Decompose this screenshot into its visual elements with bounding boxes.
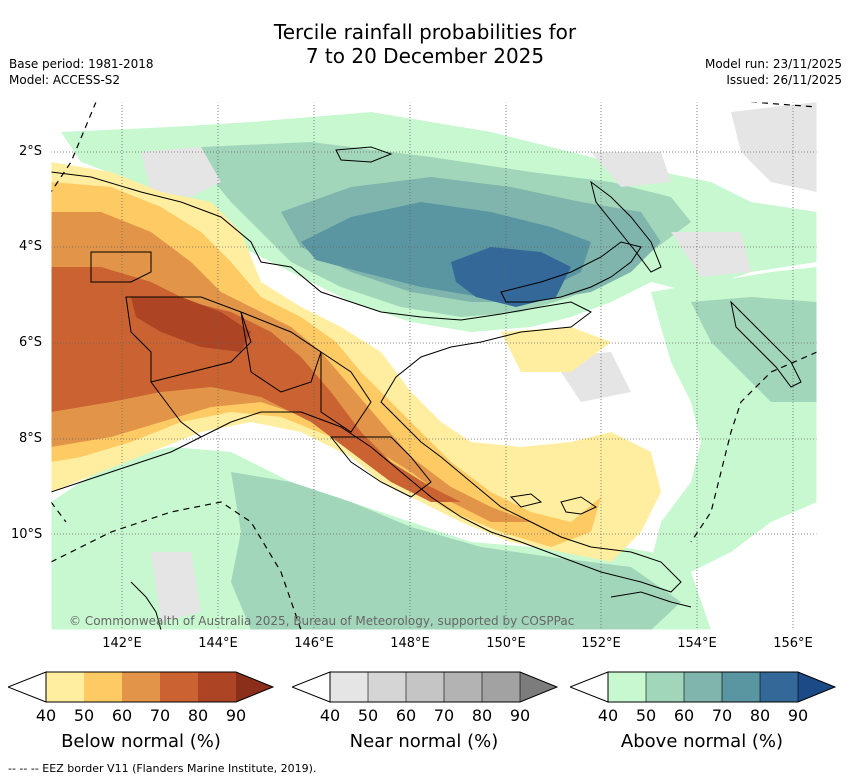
issued-date: Issued: 26/11/2025 (726, 73, 842, 87)
model-run: Model run: 23/11/2025 (704, 57, 842, 71)
below-tick-80: 80 (187, 706, 209, 725)
colorbar-below-arrow-low (8, 671, 47, 703)
lon-label-152e: 152°E (581, 636, 621, 651)
colorbar-near-normal (292, 671, 558, 703)
base-period: Base period: 1981-2018 (9, 57, 154, 71)
colorbar-above-swatch-3 (684, 672, 722, 702)
colorbar-above-arrow-low (570, 671, 609, 703)
below-tick-70: 70 (149, 706, 171, 725)
coastlines (51, 146, 802, 630)
eez-northeast (750, 102, 817, 108)
colorbar-near-swatch-1 (330, 672, 368, 702)
new-ireland-coast (590, 180, 662, 273)
bougainville-coast (730, 300, 802, 388)
colorbar-near-swatch-4 (444, 672, 482, 702)
above-tick-80: 80 (749, 706, 771, 725)
eez-southwest (51, 501, 302, 630)
below-tick-50: 50 (73, 706, 95, 725)
map-title-line1: Tercile rainfall probabilities for (273, 20, 577, 44)
near-tick-70: 70 (433, 706, 455, 725)
lon-label-148e: 148°E (390, 636, 430, 651)
probability-map: © Commonwealth of Australia 2025, Bureau… (51, 102, 817, 630)
colorbar-near-arrow-high (520, 672, 557, 702)
lat-label-8s: 8°S (19, 431, 43, 446)
colorbar-near-swatch-5 (482, 672, 520, 702)
eez-footer-note: -- -- -- EEZ border V11 (Flanders Marine… (8, 762, 317, 775)
above-tick-70: 70 (711, 706, 733, 725)
lat-label-10s: 10°S (11, 527, 43, 542)
near-40-east2 (671, 232, 751, 277)
near-tick-40: 40 (319, 706, 341, 725)
above-tick-90: 90 (787, 706, 809, 725)
below-80 (131, 297, 251, 352)
near-tick-50: 50 (357, 706, 379, 725)
colorbar-above-swatch-4 (722, 672, 760, 702)
near-40-ne (731, 102, 817, 192)
above-tick-40: 40 (597, 706, 619, 725)
above-50-south (231, 472, 681, 630)
below-tick-90: 90 (225, 706, 247, 725)
colorbar-below-swatch-1 (46, 672, 84, 702)
new-britain-coast (500, 241, 642, 303)
near-tick-90: 90 (509, 706, 531, 725)
colorbar-below-swatch-4 (160, 672, 198, 702)
colorbar-below-swatch-2 (84, 672, 122, 702)
above-80 (451, 247, 571, 307)
eez-west (51, 102, 97, 193)
province-borders (90, 251, 432, 498)
near-40-nw (141, 147, 221, 197)
below-tick-60: 60 (111, 706, 133, 725)
colorbar-above-arrow-high (798, 672, 835, 702)
colorbar-below-swatch-5 (198, 672, 236, 702)
eez-borders (51, 102, 817, 630)
colorbar-near-swatch-2 (368, 672, 406, 702)
cape-york-coast (130, 581, 162, 630)
lon-label-156e: 156°E (773, 636, 813, 651)
model-name: Model: ACCESS-S2 (9, 73, 121, 87)
lat-label-4s: 4°S (19, 239, 43, 254)
lon-label-146e: 146°E (294, 636, 334, 651)
above-normal-label: Above normal (%) (620, 731, 784, 752)
above-tick-50: 50 (635, 706, 657, 725)
colorbar-below-arrow-high (236, 672, 273, 702)
png-mainland-coast (51, 171, 682, 593)
attribution: © Commonwealth of Australia 2025, Bureau… (69, 614, 574, 628)
manus-coast (335, 146, 393, 163)
colorbar-below-normal (8, 671, 274, 703)
colorbar-near-swatch-3 (406, 672, 444, 702)
colorbar-near-arrow-low (292, 671, 331, 703)
lat-label-6s: 6°S (19, 335, 43, 350)
above-50-east (691, 297, 817, 402)
colorbar-above-swatch-2 (646, 672, 684, 702)
louisiade-coast (610, 591, 692, 608)
eez-east (690, 351, 817, 543)
below-40-east (501, 327, 611, 372)
lon-label-150e: 150°E (486, 636, 526, 651)
lon-label-154e: 154°E (677, 636, 717, 651)
above-tick-60: 60 (673, 706, 695, 725)
lon-label-142e: 142°E (102, 636, 142, 651)
colorbar-above-swatch-5 (760, 672, 798, 702)
map-title-line2: 7 to 20 December 2025 (305, 44, 545, 68)
trobriand-coast (509, 493, 543, 508)
near-tick-80: 80 (471, 706, 493, 725)
dentrecasteaux-coast (560, 496, 598, 515)
lon-label-144e: 144°E (198, 636, 238, 651)
colorbar-above-normal (570, 671, 836, 703)
colorbar-above-swatch-1 (608, 672, 646, 702)
below-normal-label: Below normal (%) (61, 731, 221, 752)
near-40-sw (151, 552, 201, 622)
colorbar-below-swatch-3 (122, 672, 160, 702)
near-normal-label: Near normal (%) (349, 731, 499, 752)
lat-label-2s: 2°S (19, 144, 43, 159)
near-40-east (591, 152, 671, 187)
near-tick-60: 60 (395, 706, 417, 725)
eez-south (51, 501, 67, 523)
below-tick-40: 40 (35, 706, 57, 725)
